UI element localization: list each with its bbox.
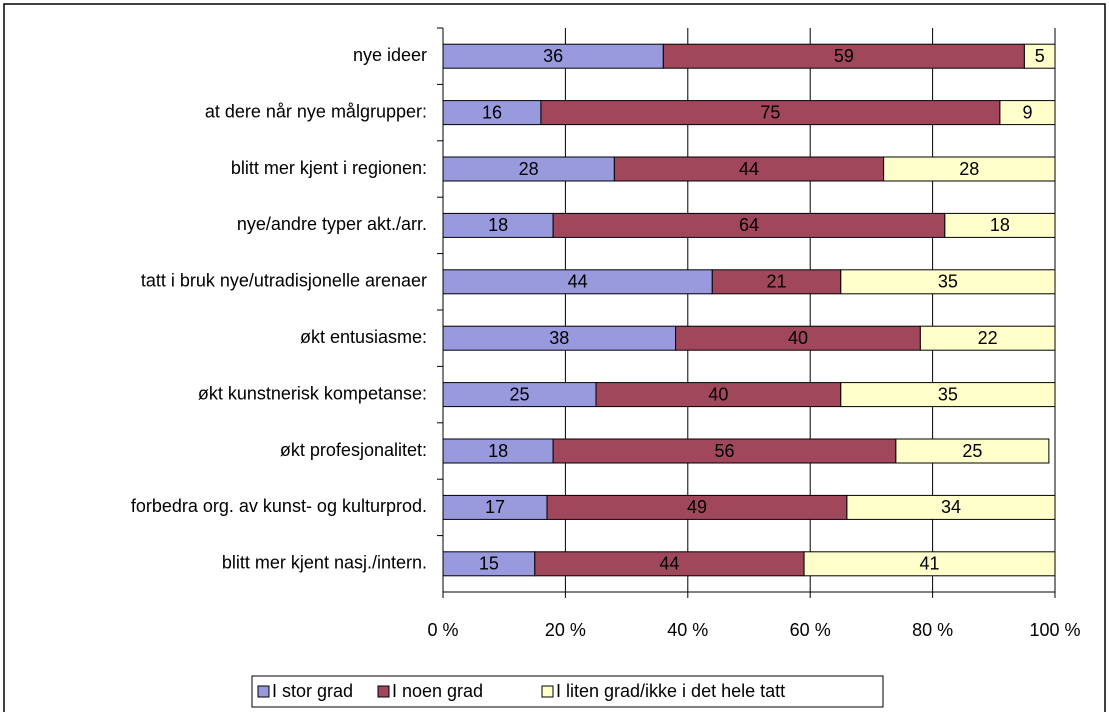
- bar-segment: [895, 438, 1050, 464]
- legend-swatch: [541, 685, 554, 698]
- y-tick-label: økt profesjonalitet:: [280, 440, 427, 460]
- data-label: 38: [549, 328, 569, 348]
- bar-segment: [999, 100, 1056, 126]
- data-label: 64: [739, 215, 759, 235]
- x-tick-label: 0 %: [427, 620, 458, 640]
- data-label: 35: [938, 272, 958, 292]
- bar-segment: [803, 551, 1056, 577]
- data-label: 21: [767, 272, 787, 292]
- data-label: 25: [962, 441, 982, 461]
- data-label: 40: [788, 328, 808, 348]
- data-label: 41: [920, 554, 940, 574]
- y-tick-label: nye ideer: [353, 45, 427, 65]
- bar-segment: [442, 325, 677, 351]
- data-label: 15: [479, 554, 499, 574]
- x-tick-label: 60 %: [790, 620, 831, 640]
- data-label: 75: [760, 102, 780, 122]
- bar-segment: [540, 100, 1001, 126]
- data-label: 17: [485, 497, 505, 517]
- bar-segment: [442, 382, 597, 408]
- bar-segment: [846, 494, 1056, 520]
- data-label: 28: [519, 159, 539, 179]
- legend-label: I noen grad: [392, 681, 483, 701]
- data-label: 44: [568, 272, 588, 292]
- data-label: 36: [543, 46, 563, 66]
- data-label: 59: [834, 46, 854, 66]
- data-label: 18: [488, 215, 508, 235]
- y-tick-label: tatt i bruk nye/utradisjonelle arenaer: [141, 271, 427, 291]
- y-tick-label: nye/andre typer akt./arr.: [237, 214, 427, 234]
- y-tick-label: at dere når nye målgrupper:: [205, 101, 427, 121]
- bar-segment: [534, 551, 805, 577]
- data-label: 25: [509, 384, 529, 404]
- bar-segment: [442, 551, 536, 577]
- data-label: 28: [959, 159, 979, 179]
- y-tick-label: blitt mer kjent nasj./intern.: [222, 553, 427, 573]
- bar-segment: [840, 382, 1056, 408]
- y-tick-label: forbedra org. av kunst- og kulturprod.: [131, 496, 427, 516]
- bar-segment: [919, 325, 1056, 351]
- data-label: 16: [482, 102, 502, 122]
- bar-segment: [442, 212, 554, 238]
- y-tick-label: økt entusiasme:: [300, 327, 427, 347]
- data-label: 34: [941, 497, 961, 517]
- data-label: 44: [739, 159, 759, 179]
- data-label: 22: [978, 328, 998, 348]
- legend-label: I liten grad/ikke i det hele tatt: [556, 681, 785, 701]
- bar-segment: [595, 382, 842, 408]
- data-label: 56: [715, 441, 735, 461]
- bar-segment: [552, 438, 897, 464]
- bar-segment: [442, 43, 664, 69]
- bar-segment: [662, 43, 1025, 69]
- data-label: 35: [938, 384, 958, 404]
- x-tick-label: 40 %: [667, 620, 708, 640]
- bar-segment: [442, 269, 713, 295]
- data-label: 18: [488, 441, 508, 461]
- x-tick-label: 100 %: [1029, 620, 1080, 640]
- bar-segment: [442, 156, 615, 182]
- bar-segment: [1023, 43, 1056, 69]
- legend-label: I stor grad: [272, 681, 353, 701]
- bar-segment: [546, 494, 848, 520]
- bar-segment: [442, 438, 554, 464]
- data-label: 49: [687, 497, 707, 517]
- bar-segment: [442, 494, 548, 520]
- data-label: 18: [990, 215, 1010, 235]
- bar-segment: [883, 156, 1056, 182]
- y-tick-label: blitt mer kjent i regionen:: [231, 158, 427, 178]
- data-label: 9: [1022, 102, 1032, 122]
- y-tick-label: økt kunstnerisk kompetanse:: [198, 383, 427, 403]
- bar-segment: [944, 212, 1056, 238]
- x-tick-label: 20 %: [545, 620, 586, 640]
- bar-segment: [840, 269, 1056, 295]
- legend-swatch: [377, 685, 390, 698]
- data-label: 40: [708, 384, 728, 404]
- data-label: 5: [1035, 46, 1045, 66]
- x-tick-label: 80 %: [912, 620, 953, 640]
- chart-frame: [3, 3, 1106, 712]
- legend-swatch: [257, 685, 270, 698]
- data-label: 44: [659, 554, 679, 574]
- legend-box: [251, 675, 884, 708]
